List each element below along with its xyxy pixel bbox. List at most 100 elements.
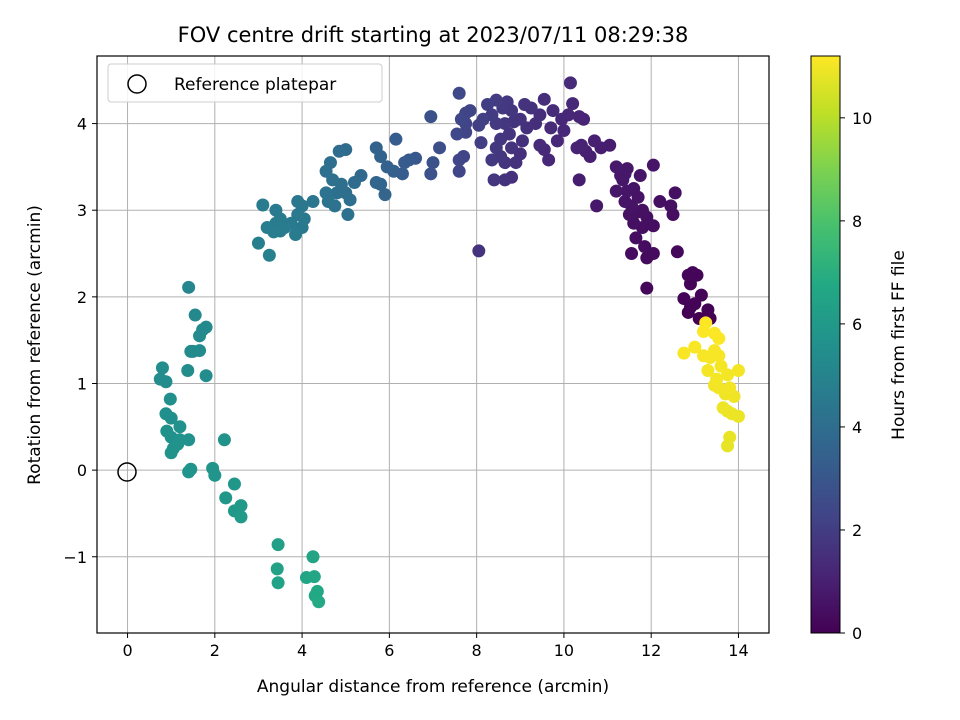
data-point: [487, 173, 501, 187]
data-point: [159, 375, 173, 389]
plot-area-frame: [96, 55, 770, 634]
data-point: [609, 184, 623, 198]
data-point: [688, 340, 702, 354]
data-point: [509, 156, 523, 170]
data-point: [518, 98, 532, 112]
data-point: [173, 420, 187, 434]
data-point: [380, 160, 394, 174]
data-point: [262, 248, 276, 262]
data-point: [271, 576, 285, 590]
data-point: [707, 344, 721, 358]
data-point: [701, 303, 715, 317]
data-point: [707, 326, 721, 340]
data-point: [670, 245, 684, 259]
data-point: [163, 392, 177, 406]
data-point: [697, 349, 711, 363]
data-point: [731, 363, 745, 377]
legend-marker: [127, 74, 147, 94]
legend-box: [107, 63, 383, 103]
y-tick-label: 0: [77, 461, 87, 480]
colorbar-tick-label: 6: [852, 315, 862, 334]
colorbar-label: Hours from first FF file: [889, 250, 909, 440]
data-point: [485, 153, 499, 167]
y-tick-label: −1: [63, 548, 87, 567]
data-point: [546, 104, 560, 118]
data-point: [625, 247, 639, 261]
data-point: [570, 141, 584, 155]
data-point: [723, 381, 737, 395]
y-axis-ticks: −1 0 1 2 3 4: [63, 115, 97, 567]
y-tick-label: 4: [77, 115, 87, 134]
colorbar-ticks: 0 2 4 6 8 10: [840, 109, 872, 643]
legend-entry: Reference platepar: [174, 75, 336, 95]
data-point: [489, 141, 503, 155]
data-point: [321, 195, 335, 209]
grid: [97, 56, 769, 633]
data-point: [398, 156, 412, 170]
data-point: [389, 132, 403, 146]
data-point: [694, 288, 708, 302]
data-point: [330, 186, 344, 200]
legend: Reference platepar: [107, 63, 383, 103]
data-point: [181, 363, 195, 377]
data-point: [587, 134, 601, 148]
data-point: [332, 144, 346, 158]
data-point: [515, 134, 529, 148]
data-point: [164, 446, 178, 460]
data-point: [369, 141, 383, 155]
y-tick-label: 1: [77, 374, 87, 393]
data-point: [454, 112, 468, 126]
data-point: [452, 164, 466, 178]
y-axis-label: Rotation from reference (arcmin): [25, 205, 45, 485]
x-axis-ticks: 0 2 4 6 8 10 12 14: [122, 633, 749, 660]
data-point: [306, 550, 320, 564]
colorbar-tick-label: 10: [852, 109, 872, 128]
data-point: [555, 112, 569, 126]
data-point: [566, 97, 580, 111]
data-point: [426, 156, 440, 170]
x-tick-label: 4: [297, 641, 307, 660]
data-point: [199, 369, 213, 383]
data-point: [271, 538, 285, 552]
data-point: [312, 595, 326, 609]
data-point: [378, 188, 392, 202]
data-point: [668, 186, 682, 200]
colorbar-tick-label: 4: [852, 418, 862, 437]
data-point: [164, 411, 178, 425]
x-axis-label: Angular distance from reference (arcmin): [257, 677, 609, 697]
data-point: [716, 401, 730, 415]
data-point: [347, 175, 361, 189]
data-point: [629, 231, 643, 245]
data-point: [208, 468, 222, 482]
y-tick-label: 2: [77, 288, 87, 307]
data-point: [472, 118, 486, 132]
data-point: [653, 195, 667, 209]
x-tick-label: 0: [122, 641, 132, 660]
data-point: [306, 195, 320, 209]
data-point: [433, 141, 447, 155]
data-points: [153, 76, 745, 609]
data-point: [505, 141, 519, 155]
data-point: [474, 136, 488, 150]
data-point: [563, 76, 577, 90]
x-tick-label: 8: [472, 641, 482, 660]
data-point: [646, 158, 660, 172]
colorbar-tick-label: 0: [852, 624, 862, 643]
data-point: [498, 173, 512, 187]
data-point: [450, 127, 464, 141]
data-point: [481, 98, 495, 112]
data-point: [369, 175, 383, 189]
data-point: [557, 124, 571, 138]
data-point: [701, 363, 715, 377]
data-point: [182, 433, 196, 447]
data-point: [646, 247, 660, 261]
data-point: [219, 491, 233, 505]
data-point: [572, 110, 586, 124]
data-point: [188, 308, 202, 322]
x-tick-label: 12: [641, 641, 661, 660]
data-point: [291, 195, 305, 209]
data-point: [699, 316, 713, 330]
x-tick-label: 6: [384, 641, 394, 660]
data-point: [182, 280, 196, 294]
